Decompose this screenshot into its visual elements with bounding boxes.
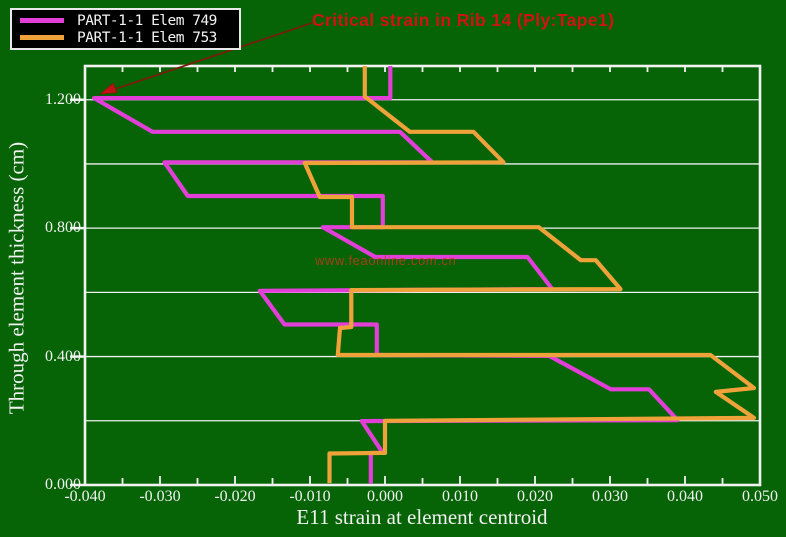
y-axis-label: Through element thickness (cm) [4,141,29,415]
x-tick-label: -0.010 [289,488,331,505]
y-tick-label: 0.400 [45,347,81,365]
x-tick-label: 0.000 [367,488,403,505]
series-line [302,66,757,484]
annotation-arrow-line [111,22,313,91]
legend-label-elem-749: PART-1-1 Elem 749 [77,12,217,29]
x-tick-label: 0.050 [742,488,778,505]
legend-item-elem-753: PART-1-1 Elem 753 [12,29,239,46]
legend-swatch-elem-749-icon [20,18,64,23]
legend-item-elem-749: PART-1-1 Elem 749 [12,12,239,29]
x-tick-label: 0.010 [442,488,478,505]
y-tick-label: 0.000 [45,476,81,493]
y-tick-label: 1.200 [45,90,81,108]
series-line [91,66,680,484]
x-tick-label: 0.030 [592,488,628,505]
legend-swatch-elem-753-icon [20,35,64,40]
legend-label-elem-753: PART-1-1 Elem 753 [77,29,217,46]
x-tick-label: -0.020 [214,488,256,505]
legend-box: PART-1-1 Elem 749 PART-1-1 Elem 753 [10,8,241,50]
plot-frame [83,64,762,487]
x-axis-label: E11 strain at element centroid [296,505,548,529]
annotation-arrowhead-icon [98,82,118,95]
watermark-text: www.feaonline.com.cn [315,253,457,268]
x-tick-label: -0.030 [139,488,181,505]
y-tick-label: 0.800 [45,219,81,237]
x-tick-label: -0.040 [64,488,106,505]
x-tick-label: 0.040 [667,488,703,505]
chart-title: Critical strain in Rib 14 (Ply:Tape1) [312,10,615,30]
x-tick-label: 0.020 [517,488,553,505]
